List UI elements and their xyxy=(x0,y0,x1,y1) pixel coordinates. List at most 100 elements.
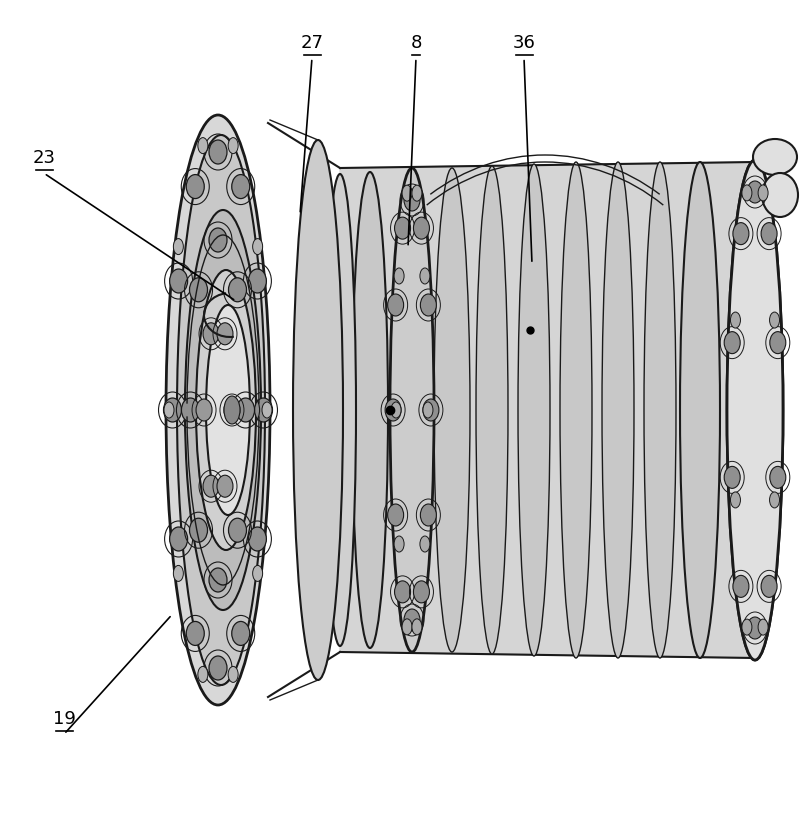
Ellipse shape xyxy=(385,399,401,421)
Ellipse shape xyxy=(733,223,749,245)
Ellipse shape xyxy=(198,667,208,682)
Ellipse shape xyxy=(644,162,676,658)
Ellipse shape xyxy=(388,294,404,316)
Ellipse shape xyxy=(390,168,434,652)
Ellipse shape xyxy=(770,492,779,508)
Ellipse shape xyxy=(232,175,250,199)
Ellipse shape xyxy=(391,402,401,418)
Ellipse shape xyxy=(253,238,262,255)
Ellipse shape xyxy=(190,518,207,542)
Ellipse shape xyxy=(404,609,420,631)
Ellipse shape xyxy=(420,536,430,552)
Ellipse shape xyxy=(724,332,740,354)
Ellipse shape xyxy=(203,323,219,345)
Ellipse shape xyxy=(476,166,508,654)
Ellipse shape xyxy=(324,174,356,646)
Ellipse shape xyxy=(262,402,272,418)
Ellipse shape xyxy=(402,619,412,635)
Ellipse shape xyxy=(203,475,219,497)
Ellipse shape xyxy=(174,238,183,255)
Text: 27: 27 xyxy=(301,34,323,52)
Ellipse shape xyxy=(224,396,240,424)
Ellipse shape xyxy=(404,189,420,211)
Ellipse shape xyxy=(730,312,741,328)
Ellipse shape xyxy=(770,312,779,328)
Ellipse shape xyxy=(198,138,208,153)
Ellipse shape xyxy=(293,140,343,680)
Text: 36: 36 xyxy=(513,34,535,52)
Ellipse shape xyxy=(747,617,763,639)
Ellipse shape xyxy=(174,565,183,582)
Ellipse shape xyxy=(518,164,550,656)
Ellipse shape xyxy=(237,398,254,422)
Ellipse shape xyxy=(758,185,768,201)
Ellipse shape xyxy=(747,181,763,203)
Polygon shape xyxy=(340,162,755,658)
Ellipse shape xyxy=(186,621,204,645)
Ellipse shape xyxy=(762,173,798,217)
Ellipse shape xyxy=(727,160,783,660)
Ellipse shape xyxy=(209,140,227,164)
Ellipse shape xyxy=(164,402,174,418)
Ellipse shape xyxy=(420,504,436,526)
Text: 19: 19 xyxy=(53,710,75,728)
Ellipse shape xyxy=(420,294,436,316)
Ellipse shape xyxy=(742,185,752,201)
Ellipse shape xyxy=(758,619,768,635)
Ellipse shape xyxy=(196,270,256,550)
Ellipse shape xyxy=(163,398,182,422)
Ellipse shape xyxy=(217,475,233,497)
Ellipse shape xyxy=(392,170,432,650)
Ellipse shape xyxy=(253,565,262,582)
Ellipse shape xyxy=(742,619,752,635)
Ellipse shape xyxy=(770,332,786,354)
Text: 8: 8 xyxy=(410,34,422,52)
Ellipse shape xyxy=(186,175,204,199)
Ellipse shape xyxy=(170,527,188,551)
Ellipse shape xyxy=(177,135,265,685)
Ellipse shape xyxy=(352,172,388,648)
Ellipse shape xyxy=(394,581,410,603)
Ellipse shape xyxy=(414,581,430,603)
Ellipse shape xyxy=(182,398,199,422)
Ellipse shape xyxy=(229,278,246,302)
Ellipse shape xyxy=(388,504,404,526)
Ellipse shape xyxy=(224,399,240,421)
Ellipse shape xyxy=(228,138,238,153)
Ellipse shape xyxy=(412,185,422,201)
Ellipse shape xyxy=(724,466,740,488)
Ellipse shape xyxy=(228,667,238,682)
Ellipse shape xyxy=(727,160,783,660)
Ellipse shape xyxy=(206,305,250,515)
Ellipse shape xyxy=(733,575,749,597)
Ellipse shape xyxy=(170,269,188,293)
Ellipse shape xyxy=(248,269,266,293)
Ellipse shape xyxy=(602,162,634,658)
Ellipse shape xyxy=(394,268,404,284)
Ellipse shape xyxy=(209,228,227,252)
Ellipse shape xyxy=(730,492,741,508)
Ellipse shape xyxy=(248,527,266,551)
Ellipse shape xyxy=(209,656,227,680)
Ellipse shape xyxy=(185,210,261,610)
Ellipse shape xyxy=(770,466,786,488)
Ellipse shape xyxy=(761,575,777,597)
Ellipse shape xyxy=(761,223,777,245)
Ellipse shape xyxy=(560,162,592,658)
Ellipse shape xyxy=(254,398,273,422)
Ellipse shape xyxy=(434,168,470,652)
Ellipse shape xyxy=(680,162,720,658)
Ellipse shape xyxy=(394,536,404,552)
Ellipse shape xyxy=(217,323,233,345)
Ellipse shape xyxy=(190,278,207,302)
Ellipse shape xyxy=(166,115,270,705)
Ellipse shape xyxy=(423,402,433,418)
Ellipse shape xyxy=(232,621,250,645)
Ellipse shape xyxy=(753,139,797,175)
Ellipse shape xyxy=(420,268,430,284)
Ellipse shape xyxy=(414,217,430,239)
Ellipse shape xyxy=(394,217,410,239)
Ellipse shape xyxy=(412,619,422,635)
Ellipse shape xyxy=(196,399,212,421)
Ellipse shape xyxy=(402,185,412,201)
